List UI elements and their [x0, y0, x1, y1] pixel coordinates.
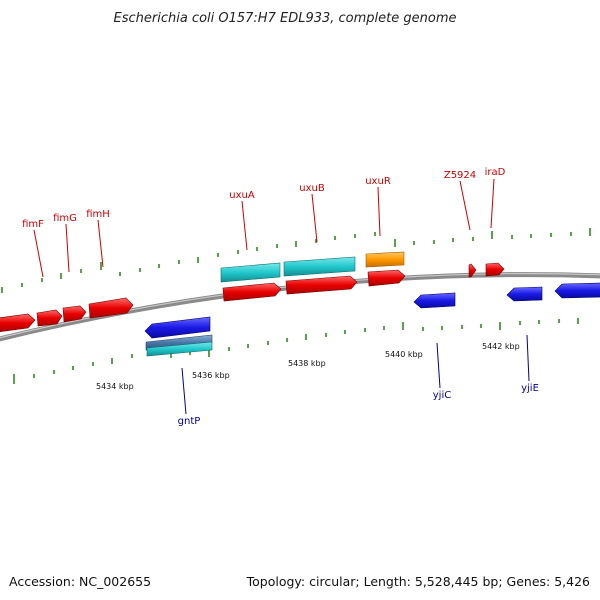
gene-arrow-Z5924[interactable]	[468, 263, 477, 278]
scale-label-5438: 5438 kbp	[288, 359, 326, 368]
accession-label: Accession: NC_002655	[9, 574, 152, 589]
feature-block-uxuB[interactable]	[283, 256, 356, 277]
gene-arrow-uxuA[interactable]	[222, 282, 282, 302]
reverse-label-leaders	[181, 334, 530, 415]
gene-label-uxuB[interactable]: uxuB	[299, 183, 325, 194]
gene-label-yjiC[interactable]: yjiC	[433, 390, 451, 401]
gene-arrow-yjiE[interactable]	[506, 286, 543, 302]
reverse-gene-arrows	[144, 282, 600, 339]
scale-label-5440: 5440 kbp	[385, 350, 423, 359]
gene-label-uxuA[interactable]: uxuA	[229, 190, 255, 201]
lower-tick-row	[13, 318, 579, 384]
gene-label-uxuR[interactable]: uxuR	[365, 176, 391, 187]
scale-label-5434: 5434 kbp	[96, 382, 134, 391]
gene-arrow-fimF[interactable]	[36, 309, 63, 327]
map-title: Escherichia coli O157:H7 EDL933, complet…	[114, 11, 457, 26]
gene-arrow-gntP[interactable]	[144, 316, 211, 339]
gene-label-fimF[interactable]: fimF	[22, 219, 44, 230]
scale-label-5436: 5436 kbp	[192, 371, 230, 380]
feature-blocks-lower	[145, 334, 213, 357]
gene-arrow-uxuR[interactable]	[367, 269, 406, 287]
gene-arrow-iraD[interactable]	[485, 262, 505, 277]
upper-tick-row	[1, 228, 591, 293]
feature-block-uxuR[interactable]	[365, 251, 405, 268]
topology-summary: Topology: circular; Length: 5,528,445 bp…	[246, 574, 590, 589]
gene-arrow-fimH[interactable]	[88, 297, 134, 319]
gene-label-fimG[interactable]: fimG	[53, 213, 77, 224]
gene-arrow-yjiE-downstream[interactable]	[554, 282, 600, 299]
forward-gene-arrows	[0, 262, 505, 333]
gene-label-fimH[interactable]: fimH	[86, 209, 110, 220]
scale-label-5442: 5442 kbp	[482, 342, 520, 351]
gene-label-gntP[interactable]: gntP	[178, 416, 201, 427]
gene-label-iraD[interactable]: iraD	[485, 167, 506, 178]
gene-arrow-fimF-upstream[interactable]	[0, 313, 36, 333]
feature-blocks-upper	[220, 251, 405, 283]
gene-arrow-yjiC[interactable]	[413, 292, 456, 309]
gene-arrow-uxuB[interactable]	[285, 275, 358, 295]
gene-label-yjiE[interactable]: yjiE	[521, 383, 539, 394]
gene-arrow-fimG[interactable]	[62, 305, 87, 323]
feature-block-uxuA[interactable]	[220, 262, 281, 283]
forward-label-leaders	[33, 178, 495, 278]
gene-label-Z5924[interactable]: Z5924	[444, 170, 476, 181]
feature-block-gntP-cyan[interactable]	[146, 341, 213, 357]
